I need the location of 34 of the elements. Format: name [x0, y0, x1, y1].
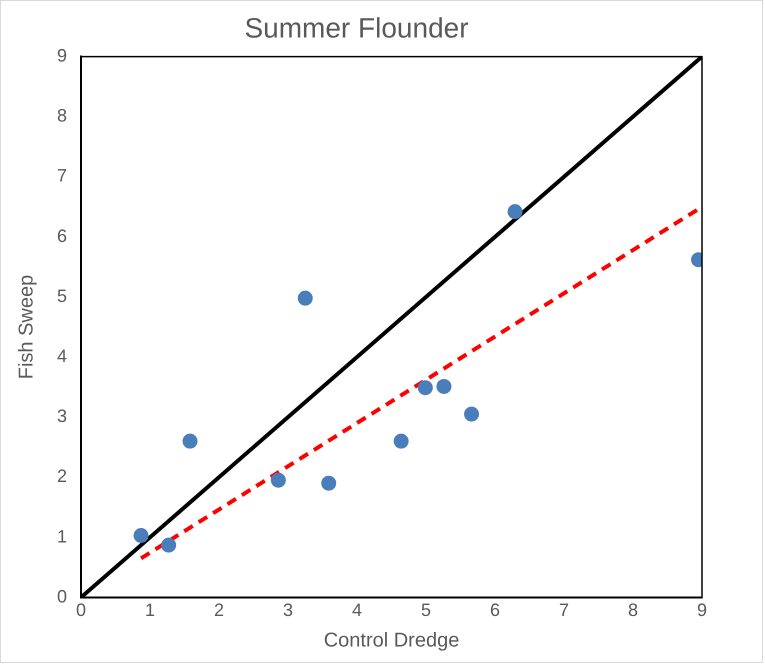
point — [182, 434, 198, 449]
x-tick-label: 4 — [352, 600, 362, 620]
x-tick-label: 5 — [420, 600, 432, 620]
point — [508, 204, 523, 220]
y-tick-label: 9 — [56, 46, 68, 66]
point — [298, 290, 313, 306]
y-tick-label: 5 — [56, 286, 68, 306]
point — [394, 434, 409, 449]
x-tick-label: 6 — [490, 600, 500, 620]
y-tick-label: 3 — [56, 406, 68, 426]
y-tick-label: 7 — [56, 166, 68, 186]
y-tick-label: 1 — [56, 526, 68, 546]
point — [270, 472, 286, 488]
x-axis-title: Control Dredge — [324, 630, 460, 652]
y-axis-title: Fish Sweep — [16, 274, 38, 380]
x-tick-label: 1 — [145, 600, 156, 620]
y-tick-label: 6 — [56, 226, 68, 246]
x-tick-label: 2 — [214, 600, 224, 620]
x-tick-label: 9 — [696, 600, 708, 620]
x-tick-label: 7 — [558, 600, 570, 620]
point — [161, 538, 176, 553]
chart-title: Summer Flounder — [244, 12, 469, 44]
point — [418, 380, 433, 396]
point — [321, 476, 336, 491]
y-tick-label: 8 — [56, 106, 68, 126]
point — [436, 378, 452, 394]
x-tick-label: 0 — [76, 600, 86, 620]
y-tick-label: 0 — [56, 586, 68, 606]
y-tick-label: 2 — [56, 466, 68, 486]
point — [464, 406, 480, 422]
y-tick-label: 4 — [56, 346, 68, 366]
point — [134, 528, 149, 544]
x-tick-label: 8 — [628, 600, 638, 620]
x-tick-label: 3 — [283, 600, 294, 620]
